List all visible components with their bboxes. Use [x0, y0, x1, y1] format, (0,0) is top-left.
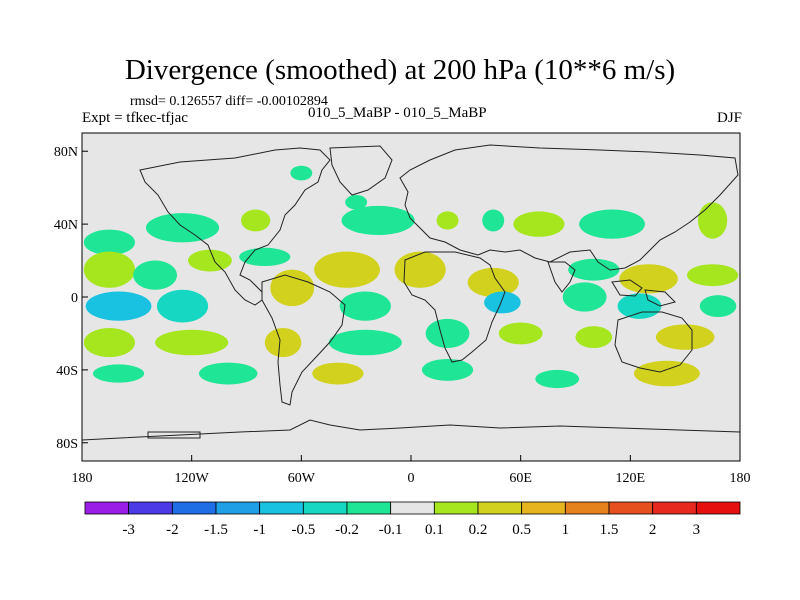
x-tick-label: 60W — [288, 471, 316, 486]
x-tick-label: 180 — [72, 471, 93, 486]
divergence-contour — [339, 291, 391, 321]
divergence-contour — [699, 295, 737, 318]
divergence-contour — [239, 247, 291, 267]
colorbar-swatch — [259, 501, 304, 515]
colorbar-label: 1.5 — [600, 522, 619, 538]
colorbar-swatch — [652, 501, 697, 515]
divergence-contour — [345, 194, 368, 210]
divergence-contour — [328, 329, 402, 356]
divergence-contour — [425, 318, 470, 349]
latitude-axis: 80N 40N 0 40S 80S — [54, 145, 88, 452]
coastlines — [82, 144, 740, 441]
divergence-contour — [655, 324, 715, 350]
x-tick-label: 180 — [730, 471, 751, 486]
colorbar-swatch — [171, 501, 217, 515]
divergence-contour — [341, 205, 415, 236]
y-tick-label: 40S — [56, 364, 78, 379]
experiment-label: Expt = tfkec-tfjac — [82, 110, 188, 126]
colorbar-swatch — [521, 501, 566, 515]
x-tick-label: 0 — [408, 471, 415, 486]
divergence-contour — [314, 251, 380, 288]
divergence-contour — [155, 329, 229, 356]
divergence-contour — [394, 251, 446, 288]
colorbar-label: 1 — [562, 522, 570, 538]
divergence-contour — [562, 282, 607, 312]
x-tick-label: 120W — [175, 471, 210, 486]
colorbar-swatch — [564, 501, 610, 515]
colorbar-swatch — [477, 501, 523, 515]
divergence-contour — [421, 358, 474, 381]
colorbar-label: -2 — [166, 522, 179, 538]
divergence-contour — [312, 362, 364, 385]
colorbar-swatch — [346, 501, 392, 515]
colorbar-swatch — [128, 501, 173, 515]
divergence-contour — [83, 229, 136, 256]
season-label: DJF — [716, 110, 742, 126]
divergence-contour — [92, 364, 145, 383]
colorbar-label: -3 — [122, 522, 135, 538]
colorbar-label: 0.1 — [425, 522, 444, 538]
colorbar-label: -0.5 — [291, 522, 315, 538]
colorbar-swatch — [215, 501, 261, 515]
colorbar-label: -0.2 — [335, 522, 359, 538]
divergence-contour — [188, 249, 232, 272]
case-label: 010_5_MaBP - 010_5_MaBP — [308, 105, 487, 121]
divergence-contour — [619, 264, 678, 294]
divergence-contour — [145, 213, 220, 243]
colorbar-swatch — [302, 501, 348, 515]
divergence-contour — [436, 211, 459, 230]
y-tick-label: 40N — [54, 218, 78, 233]
colorbar-label: 2 — [649, 522, 657, 538]
colorbar-label: 0.5 — [512, 522, 531, 538]
divergence-contour — [241, 209, 271, 232]
colorbar-swatch — [390, 501, 435, 515]
colorbar: -3 -2 -1.5 -1 -0.5 -0.2 -0.1 0.1 0.2 0.5 1 1.5 2 3 — [84, 501, 741, 538]
longitude-axis: 180 120W 60W 0 60E 120E 180 — [72, 455, 751, 486]
divergence-contour — [290, 165, 313, 181]
divergence-contour — [484, 291, 521, 314]
map-title: Divergence (smoothed) at 200 hPa (10**6 … — [124, 54, 676, 86]
stats-line: rmsd= 0.126557 diff= -0.00102894 — [130, 94, 328, 109]
y-tick-label: 0 — [71, 291, 78, 306]
colorbar-label: -0.1 — [379, 522, 403, 538]
divergence-contour — [85, 291, 152, 321]
colorbar-label: 0.2 — [469, 522, 488, 538]
colorbar-swatch — [695, 501, 741, 515]
colorbar-label: -1.5 — [204, 522, 228, 538]
divergence-contour — [264, 327, 302, 358]
divergence-contour — [633, 360, 700, 387]
divergence-contour — [83, 251, 136, 288]
divergence-contour — [697, 202, 728, 239]
divergence-contour — [270, 269, 315, 307]
divergence-contour — [198, 362, 258, 385]
colorbar-swatch — [433, 501, 479, 515]
y-tick-label: 80N — [54, 145, 78, 160]
x-tick-label: 120E — [616, 471, 646, 486]
colorbar-swatch — [84, 501, 130, 515]
divergence-contour — [498, 322, 543, 345]
divergence-contour — [575, 326, 613, 349]
divergence-contour — [568, 258, 620, 281]
divergence-field — [83, 165, 739, 389]
divergence-contour — [83, 327, 136, 358]
divergence-contour — [133, 260, 178, 290]
colorbar-swatch — [608, 501, 654, 515]
divergence-contour — [617, 293, 662, 319]
divergence-contour — [513, 211, 565, 237]
divergence-contour — [156, 289, 209, 323]
divergence-contour — [467, 267, 519, 297]
divergence-contour — [686, 264, 739, 287]
x-tick-label: 60E — [509, 471, 532, 486]
divergence-contour — [579, 209, 645, 239]
y-tick-label: 80S — [56, 437, 78, 452]
colorbar-label: -1 — [253, 522, 266, 538]
divergence-contour — [535, 369, 580, 389]
colorbar-label: 3 — [693, 522, 701, 538]
divergence-contour — [482, 209, 505, 232]
